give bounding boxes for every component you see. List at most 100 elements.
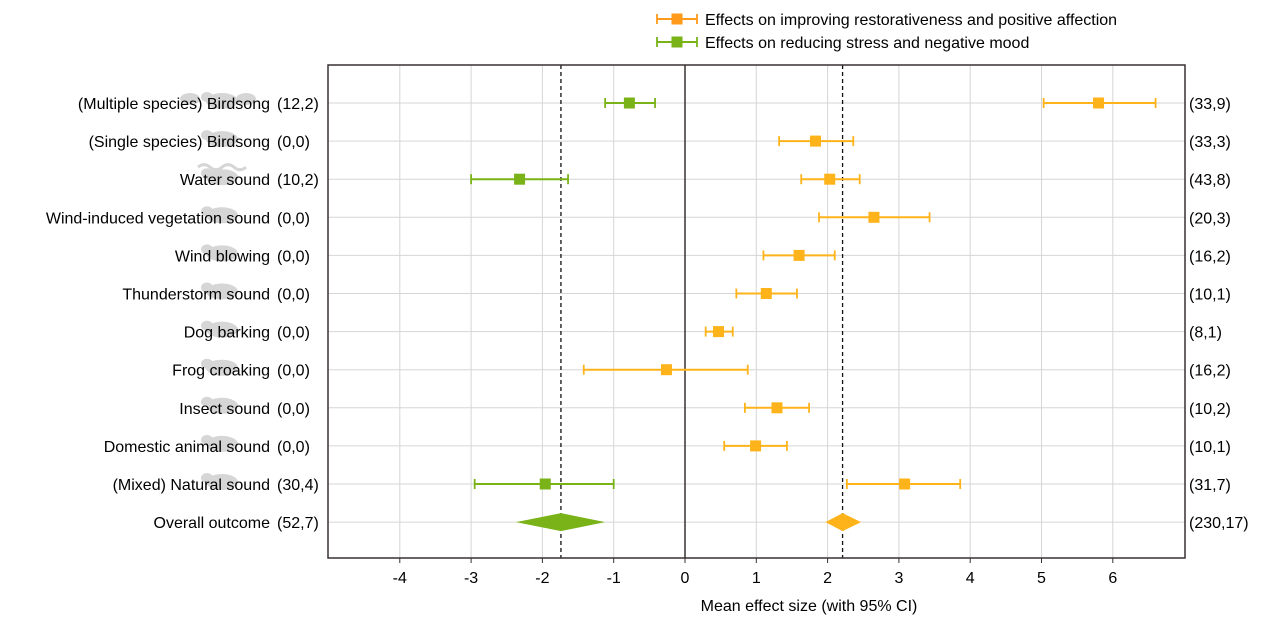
row-left-count: (0,0) (277, 325, 310, 342)
x-tick-label: 5 (1037, 570, 1046, 587)
silhouette-head (201, 92, 213, 102)
row-label: Frog croaking (172, 363, 270, 380)
silhouette-10 (201, 473, 238, 490)
row-right-count: (16,2) (1189, 363, 1231, 380)
row-right-count: (43,8) (1189, 172, 1231, 189)
silhouette-8 (201, 396, 238, 414)
silhouette-head (201, 168, 213, 179)
silhouette-head (201, 282, 213, 293)
legend-item-positive: Effects on improving restorativeness and… (656, 12, 1117, 29)
legend-label: Effects on reducing stress and negative … (705, 35, 1029, 52)
row-right-count: (33,9) (1189, 96, 1231, 113)
x-tick-label: -3 (464, 570, 478, 587)
positive-row-10-point (899, 478, 911, 490)
positive-row-2-point (824, 173, 836, 185)
row-left-count: (10,2) (277, 172, 319, 189)
silhouette-wave (197, 163, 247, 172)
silhouette-body (206, 359, 238, 376)
row-left-count: (0,0) (277, 401, 310, 418)
row-labels: (Multiple species) Birdsong (12,2) (33,9) (… (46, 96, 1249, 532)
silhouette-6 (201, 320, 238, 338)
silhouette-head (201, 206, 213, 217)
positive-row-5-point (760, 288, 772, 299)
reference-lines (560, 65, 844, 558)
overall-positive-diamond (825, 513, 862, 532)
x-tick-label: 4 (966, 570, 975, 587)
silhouette-extra (180, 93, 200, 105)
silhouette-body (206, 435, 238, 452)
positive-row-3-point (868, 211, 880, 223)
silhouette-body (206, 93, 238, 109)
row-label: Wind-induced vegetation sound (46, 210, 270, 227)
silhouette-body (206, 131, 238, 148)
legend-swatch (671, 13, 683, 25)
row-label: Insect sound (179, 401, 270, 418)
data-marks (470, 97, 1157, 532)
overall-stress-diamond (516, 513, 606, 532)
silhouette-9 (201, 434, 238, 452)
silhouette-4 (201, 244, 238, 262)
x-tick-label: 1 (752, 570, 761, 587)
silhouette-3 (201, 206, 238, 224)
row-label: Wind blowing (175, 248, 270, 265)
silhouette-body (206, 397, 238, 414)
grid-lines (328, 65, 1185, 558)
row-left-count: (0,0) (277, 439, 310, 456)
positive-row-7-point (660, 364, 672, 376)
x-tick-label: -2 (535, 570, 549, 587)
silhouette-head (201, 320, 213, 331)
positive-row-9-point (750, 440, 762, 452)
x-tick-label: -4 (393, 570, 407, 587)
legend-label: Effects on improving restorativeness and… (705, 12, 1117, 29)
row-label: Domestic animal sound (104, 439, 270, 456)
row-right-count: (10,2) (1189, 401, 1231, 418)
row-right-count: (10,1) (1189, 287, 1231, 304)
silhouette-0 (180, 92, 256, 109)
x-tick-label: 3 (894, 570, 903, 587)
legend: Effects on improving restorativeness and… (656, 12, 1117, 52)
x-tick-label: 0 (681, 570, 690, 587)
silhouette-head (201, 434, 213, 445)
silhouette-head (201, 396, 213, 407)
row-right-count: (20,3) (1189, 210, 1231, 227)
x-axis-label: Mean effect size (with 95% CI) (701, 598, 918, 615)
silhouette-body (206, 283, 238, 300)
silhouette-head (201, 130, 213, 141)
silhouette-head (201, 358, 213, 369)
silhouette-body (206, 321, 238, 338)
silhouette-body (206, 207, 238, 224)
x-tick-label: 2 (823, 570, 832, 587)
x-tick-label: 6 (1108, 570, 1117, 587)
animal-silhouettes (180, 92, 256, 490)
row-label: Thunderstorm sound (122, 287, 270, 304)
row-right-count: (16,2) (1189, 248, 1231, 265)
positive-row-1-point (809, 135, 821, 147)
row-left-count: (30,4) (277, 477, 319, 494)
row-right-count: (8,1) (1189, 325, 1222, 342)
row-right-count: (10,1) (1189, 439, 1231, 456)
x-tick-label: -1 (607, 570, 621, 587)
silhouette-1 (201, 130, 238, 148)
row-right-count: (33,3) (1189, 134, 1231, 151)
stress-row-0-point (623, 97, 635, 109)
row-left-count: (0,0) (277, 134, 310, 151)
x-axis-ticks: -4 -3 -2 -1 0 1 2 3 4 5 6 (393, 558, 1117, 587)
positive-row-8-point (771, 402, 783, 414)
overall-label: Overall outcome (154, 515, 271, 532)
row-left-count: (12,2) (277, 96, 319, 113)
overall-left-count: (52,7) (277, 515, 319, 532)
overall-right-count: (230,17) (1189, 515, 1249, 532)
row-label: Dog barking (184, 325, 270, 342)
silhouette-body (206, 474, 238, 490)
silhouette-extra (236, 93, 256, 105)
silhouette-7 (201, 358, 238, 376)
row-left-count: (0,0) (277, 248, 310, 265)
legend-item-stress: Effects on reducing stress and negative … (656, 35, 1029, 52)
row-label: (Mixed) Natural sound (113, 477, 270, 494)
row-left-count: (0,0) (277, 363, 310, 380)
row-label: Water sound (180, 172, 270, 189)
silhouette-head (201, 473, 213, 483)
silhouette-2 (197, 163, 247, 186)
positive-row-0-point (1093, 97, 1105, 109)
